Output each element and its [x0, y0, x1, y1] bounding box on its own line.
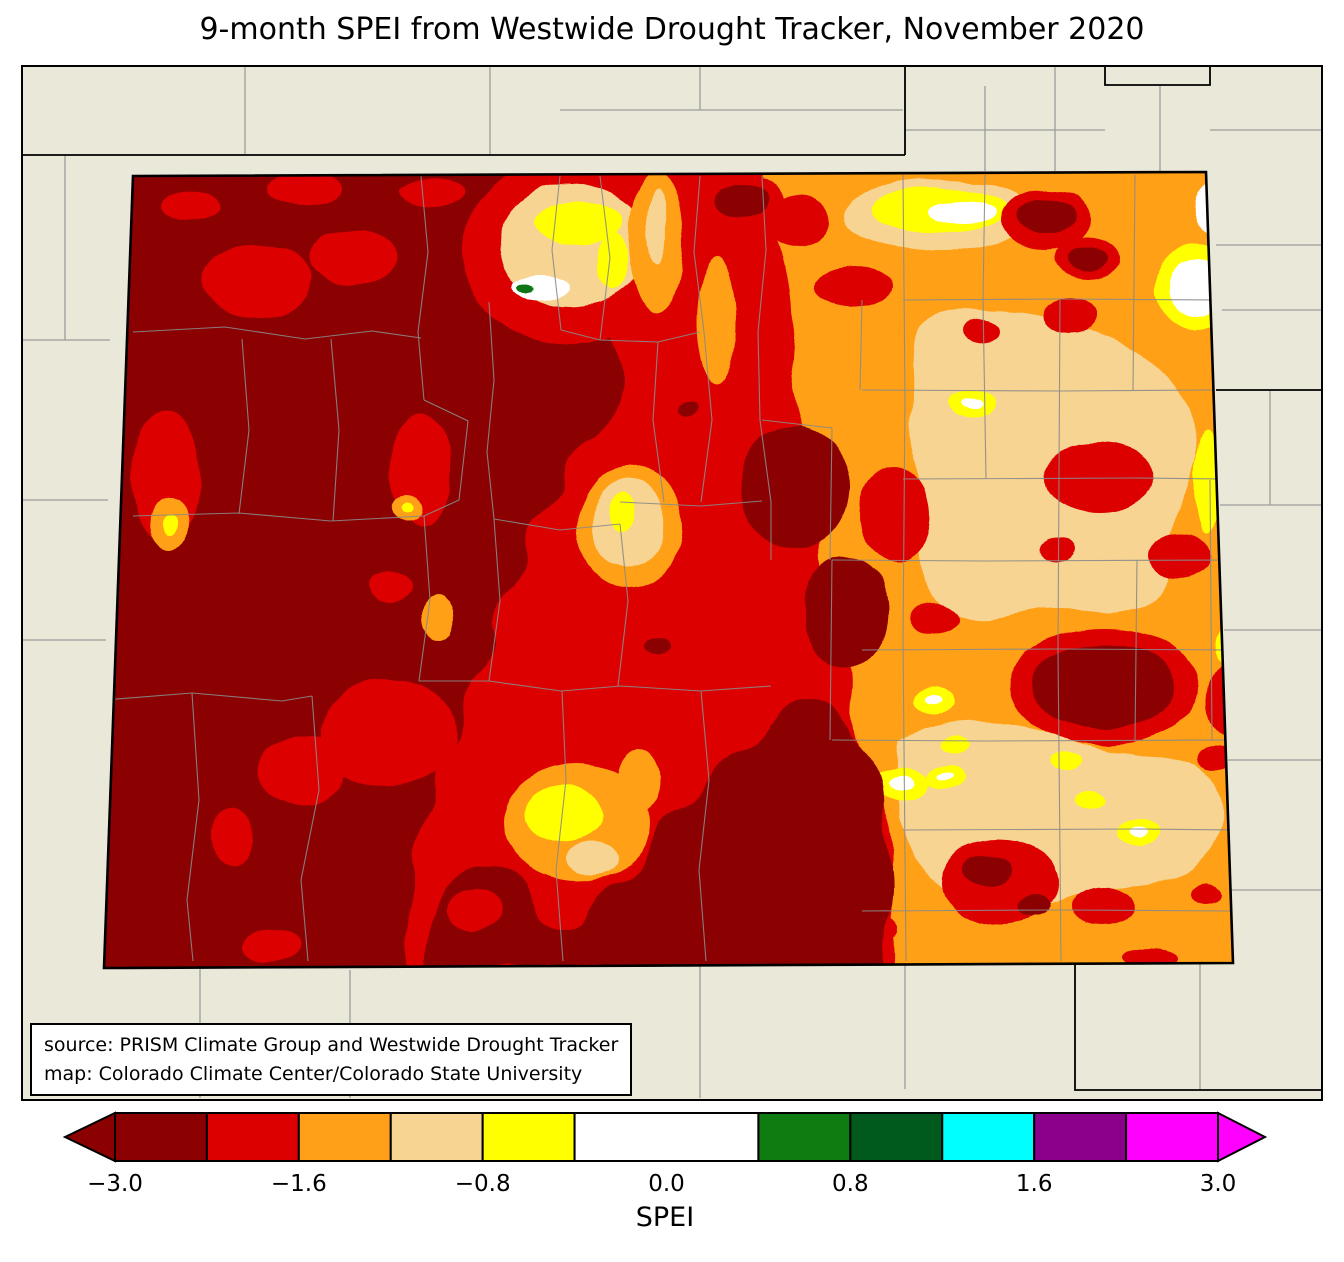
spei-contours-shape — [514, 274, 572, 300]
spei-contours-shape — [420, 700, 893, 966]
spei-contours-shape — [741, 425, 851, 549]
spei-contours-shape — [307, 230, 397, 284]
spei-contours-shape — [964, 320, 1000, 344]
spei-contours-shape — [648, 188, 668, 264]
spei-contours — [104, 172, 1233, 968]
colorbar-tick-label: 1.6 — [1016, 1171, 1053, 1197]
spei-contours-shape — [1196, 747, 1232, 773]
spei-contours-shape — [257, 736, 347, 804]
spei-contours-shape — [160, 511, 176, 533]
figure-title: 9-month SPEI from Westwide Drought Track… — [199, 12, 1145, 47]
spei-contours-shape — [1069, 886, 1135, 926]
map-credit-line: map: Colorado Climate Center/Colorado St… — [44, 1062, 583, 1085]
colorbar-segment-8 — [941, 1112, 1036, 1162]
spei-contours-shape — [422, 596, 452, 642]
spei-contours-shape — [678, 403, 698, 417]
spei-contours-shape — [1040, 536, 1076, 560]
spei-contours-shape — [940, 737, 970, 755]
spei-contours-shape — [860, 467, 930, 563]
spei-contours-shape — [927, 696, 943, 704]
spei-contours-shape — [961, 395, 983, 407]
spei-contours-shape — [1042, 297, 1098, 333]
colorado-county-lines-shape — [419, 175, 833, 962]
colorbar-segment-3 — [389, 1112, 484, 1162]
colorado-state-border — [102, 170, 1235, 970]
spei-contours-shape — [964, 856, 1012, 884]
source-attribution-box: source: PRISM Climate Group and Westwide… — [30, 1023, 633, 1096]
spei-contours-shape — [370, 570, 412, 602]
colorbar-segment-4 — [481, 1112, 576, 1162]
spei-contours-shape — [714, 185, 770, 217]
colorbar-tick-label: 3.0 — [1200, 1171, 1237, 1197]
spei-contours-shape — [770, 195, 830, 247]
spei-contours-shape — [1048, 751, 1082, 771]
colorbar-segment-7 — [849, 1112, 944, 1162]
spei-contours-shape — [1014, 895, 1050, 917]
spei-contours-shape — [267, 174, 343, 206]
colorado-spei-field — [104, 172, 1233, 968]
colorbar-arrow-right — [1217, 1111, 1268, 1163]
spei-contours-shape — [888, 775, 912, 789]
spei-contours-shape — [1127, 826, 1145, 836]
colorbar-arrow-left — [62, 1111, 116, 1163]
map-frame-contents — [23, 67, 1321, 1098]
spei-contours-shape — [1068, 247, 1108, 269]
spei-contours-shape — [1193, 882, 1225, 904]
spei-contours-shape — [211, 810, 255, 866]
colorado-county-lines-shape — [831, 298, 1233, 912]
spei-contours-shape — [1017, 199, 1077, 233]
spei-contours-shape — [1147, 533, 1213, 579]
source-line: source: PRISM Climate Group and Westwide… — [44, 1034, 619, 1056]
spei-contours-shape — [1033, 644, 1177, 728]
neighbor-county-lines-shape — [23, 67, 1321, 1098]
colorbar-segment-1 — [205, 1112, 300, 1162]
spei-contours-shape — [241, 929, 301, 963]
colorado-county-lines — [104, 174, 1233, 962]
colorbar-tick-label: 0.0 — [648, 1171, 685, 1197]
spei-contours-shape — [399, 178, 465, 204]
neighbor-state-borders-shape — [23, 67, 1321, 1091]
colorbar-segment-0 — [114, 1112, 208, 1162]
colorbar: −3.0 −1.6 −0.8 0.0 0.8 1.6 3.0 — [62, 1111, 1268, 1197]
colorbar-tick-label: −3.0 — [87, 1171, 143, 1197]
spei-contours-shape — [525, 786, 601, 842]
spei-contours-shape — [200, 243, 310, 319]
colorbar-segment-5 — [573, 1112, 760, 1162]
colorbar-segment-9 — [1033, 1112, 1128, 1162]
spei-contours-shape — [642, 637, 668, 655]
spei-contours-shape — [320, 679, 456, 787]
map-frame-border — [21, 65, 1323, 1101]
neighbor-county-lines — [23, 67, 1321, 1098]
spei-contours-shape — [158, 191, 222, 221]
spei-contours-shape — [445, 888, 505, 932]
spei-contours-shape — [928, 199, 998, 223]
spei-contours-shape — [937, 773, 953, 781]
colorbar-segment-2 — [297, 1112, 392, 1162]
spei-contours-shape — [817, 266, 893, 306]
spei-contours-shape — [597, 234, 627, 290]
colorbar-segment-6 — [757, 1112, 852, 1162]
neighbor-state-borders — [23, 67, 1321, 1091]
spei-contours-shape — [696, 257, 736, 387]
spei-contours-shape — [1076, 792, 1106, 810]
spei-contours-shape — [616, 750, 660, 810]
colorbar-axis-label: SPEI — [635, 1202, 695, 1233]
spei-contours-shape — [910, 603, 958, 633]
colorbar-segment-10 — [1125, 1112, 1220, 1162]
colorado-county-lines-shape — [104, 175, 469, 962]
spei-contours-shape — [519, 283, 535, 293]
colorbar-tick-label: −0.8 — [455, 1171, 511, 1197]
spei-contours-shape — [400, 504, 412, 514]
spei-contours-shape — [568, 842, 616, 874]
spei-contours-shape — [804, 557, 888, 667]
colorbar-tick-label: 0.8 — [832, 1171, 869, 1197]
spei-contours-shape — [1194, 430, 1220, 534]
colorbar-tick-label: −1.6 — [271, 1171, 327, 1197]
